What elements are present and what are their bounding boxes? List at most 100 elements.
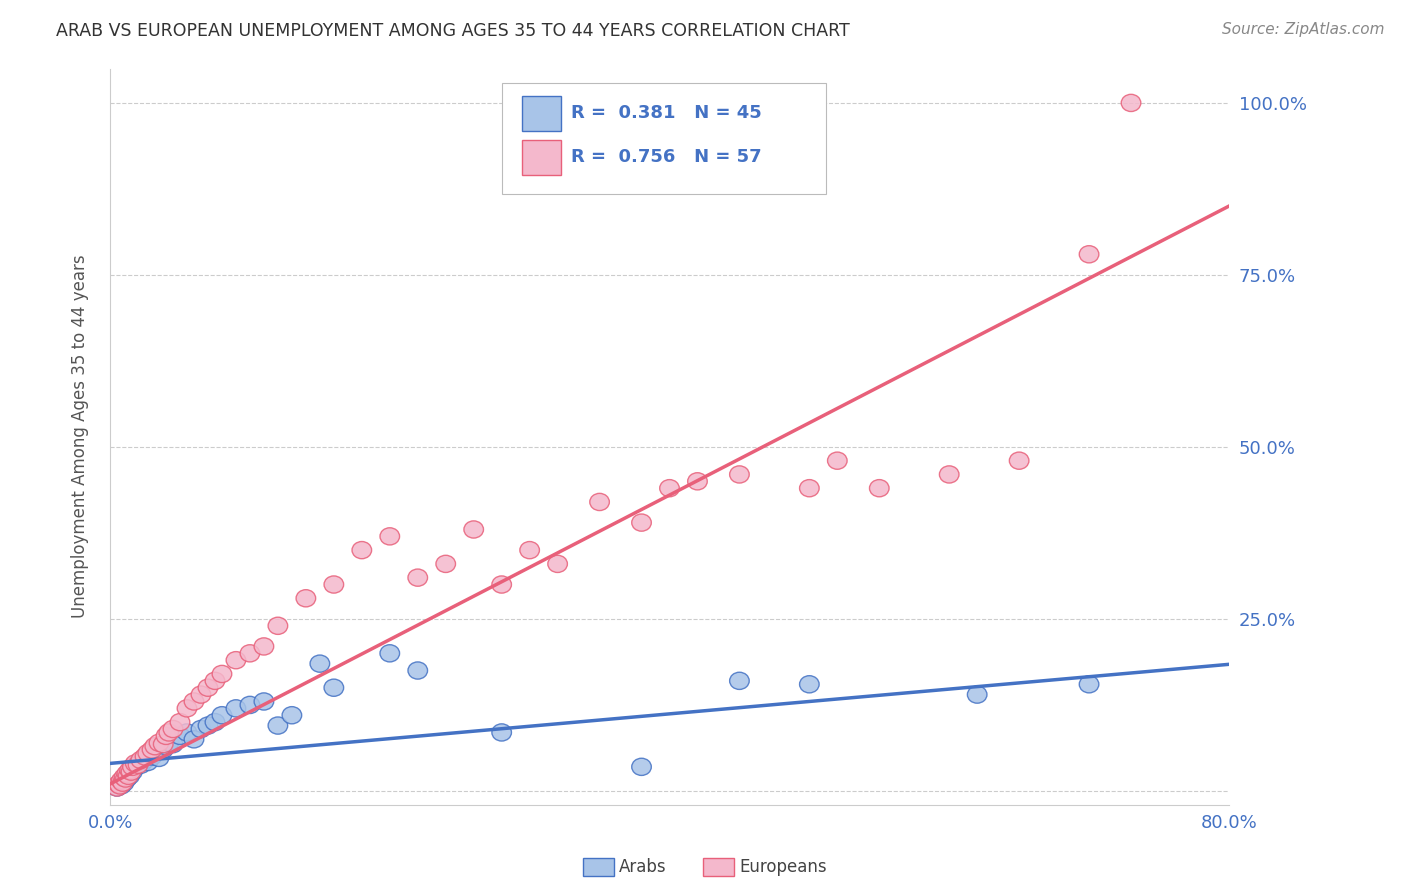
Ellipse shape xyxy=(118,765,138,782)
Ellipse shape xyxy=(114,769,134,786)
Ellipse shape xyxy=(177,723,197,741)
Ellipse shape xyxy=(492,576,512,593)
Ellipse shape xyxy=(191,686,211,703)
Ellipse shape xyxy=(323,576,343,593)
Ellipse shape xyxy=(135,747,155,765)
Ellipse shape xyxy=(520,541,540,558)
Ellipse shape xyxy=(121,763,141,780)
Ellipse shape xyxy=(408,662,427,679)
Ellipse shape xyxy=(730,673,749,690)
Ellipse shape xyxy=(120,762,139,779)
Ellipse shape xyxy=(122,758,142,775)
Ellipse shape xyxy=(492,723,512,741)
Ellipse shape xyxy=(131,756,150,773)
Ellipse shape xyxy=(117,765,136,782)
Ellipse shape xyxy=(142,741,162,758)
Ellipse shape xyxy=(163,721,183,738)
Ellipse shape xyxy=(111,777,131,794)
Ellipse shape xyxy=(589,493,609,510)
Ellipse shape xyxy=(138,754,157,771)
Ellipse shape xyxy=(205,673,225,690)
Ellipse shape xyxy=(110,775,129,793)
FancyBboxPatch shape xyxy=(522,140,561,175)
Ellipse shape xyxy=(226,699,246,717)
Ellipse shape xyxy=(159,723,179,741)
Text: ARAB VS EUROPEAN UNEMPLOYMENT AMONG AGES 35 TO 44 YEARS CORRELATION CHART: ARAB VS EUROPEAN UNEMPLOYMENT AMONG AGES… xyxy=(56,22,851,40)
Ellipse shape xyxy=(631,758,651,775)
Ellipse shape xyxy=(311,655,329,673)
Ellipse shape xyxy=(1121,95,1140,112)
Ellipse shape xyxy=(163,736,183,753)
Ellipse shape xyxy=(967,686,987,703)
Ellipse shape xyxy=(112,772,132,789)
Ellipse shape xyxy=(240,697,260,714)
Ellipse shape xyxy=(939,466,959,483)
Text: Arabs: Arabs xyxy=(619,858,666,876)
Ellipse shape xyxy=(730,466,749,483)
Ellipse shape xyxy=(128,755,148,772)
Ellipse shape xyxy=(170,727,190,745)
Ellipse shape xyxy=(156,727,176,745)
Ellipse shape xyxy=(114,774,134,791)
Ellipse shape xyxy=(436,556,456,573)
Ellipse shape xyxy=(226,651,246,669)
Ellipse shape xyxy=(125,755,145,772)
Ellipse shape xyxy=(120,767,139,784)
Ellipse shape xyxy=(323,679,343,697)
Ellipse shape xyxy=(115,769,135,786)
Ellipse shape xyxy=(184,693,204,710)
Ellipse shape xyxy=(145,738,165,755)
Ellipse shape xyxy=(800,675,820,693)
Ellipse shape xyxy=(156,738,176,755)
Ellipse shape xyxy=(111,772,131,789)
Ellipse shape xyxy=(688,473,707,490)
Ellipse shape xyxy=(128,756,148,773)
Ellipse shape xyxy=(177,699,197,717)
Ellipse shape xyxy=(828,452,846,469)
Ellipse shape xyxy=(125,758,145,775)
Ellipse shape xyxy=(159,734,179,751)
Ellipse shape xyxy=(212,706,232,723)
Ellipse shape xyxy=(153,741,173,758)
Ellipse shape xyxy=(659,480,679,497)
Text: Source: ZipAtlas.com: Source: ZipAtlas.com xyxy=(1222,22,1385,37)
Ellipse shape xyxy=(145,745,165,762)
Ellipse shape xyxy=(184,731,204,747)
FancyBboxPatch shape xyxy=(522,95,561,131)
Ellipse shape xyxy=(153,736,173,753)
Text: R =  0.756   N = 57: R = 0.756 N = 57 xyxy=(571,148,762,166)
Ellipse shape xyxy=(254,693,274,710)
Ellipse shape xyxy=(118,767,138,784)
Ellipse shape xyxy=(149,749,169,766)
Ellipse shape xyxy=(631,514,651,532)
Ellipse shape xyxy=(117,770,136,787)
Ellipse shape xyxy=(283,706,302,723)
Ellipse shape xyxy=(254,638,274,655)
Ellipse shape xyxy=(269,717,288,734)
Ellipse shape xyxy=(149,734,169,751)
Ellipse shape xyxy=(408,569,427,586)
Ellipse shape xyxy=(380,528,399,545)
Ellipse shape xyxy=(269,617,288,634)
Ellipse shape xyxy=(107,779,127,796)
Ellipse shape xyxy=(170,714,190,731)
Ellipse shape xyxy=(352,541,371,558)
Ellipse shape xyxy=(1080,245,1099,263)
Ellipse shape xyxy=(548,556,568,573)
Ellipse shape xyxy=(108,775,128,793)
Ellipse shape xyxy=(380,645,399,662)
Ellipse shape xyxy=(297,590,316,607)
Text: R =  0.381   N = 45: R = 0.381 N = 45 xyxy=(571,103,762,121)
Ellipse shape xyxy=(240,645,260,662)
Ellipse shape xyxy=(1010,452,1029,469)
Ellipse shape xyxy=(142,747,162,765)
Ellipse shape xyxy=(205,714,225,731)
Ellipse shape xyxy=(800,480,820,497)
Y-axis label: Unemployment Among Ages 35 to 44 years: Unemployment Among Ages 35 to 44 years xyxy=(72,255,89,618)
Ellipse shape xyxy=(110,777,129,794)
Ellipse shape xyxy=(115,770,135,787)
Ellipse shape xyxy=(869,480,889,497)
Ellipse shape xyxy=(464,521,484,538)
FancyBboxPatch shape xyxy=(502,83,827,194)
Ellipse shape xyxy=(135,751,155,769)
